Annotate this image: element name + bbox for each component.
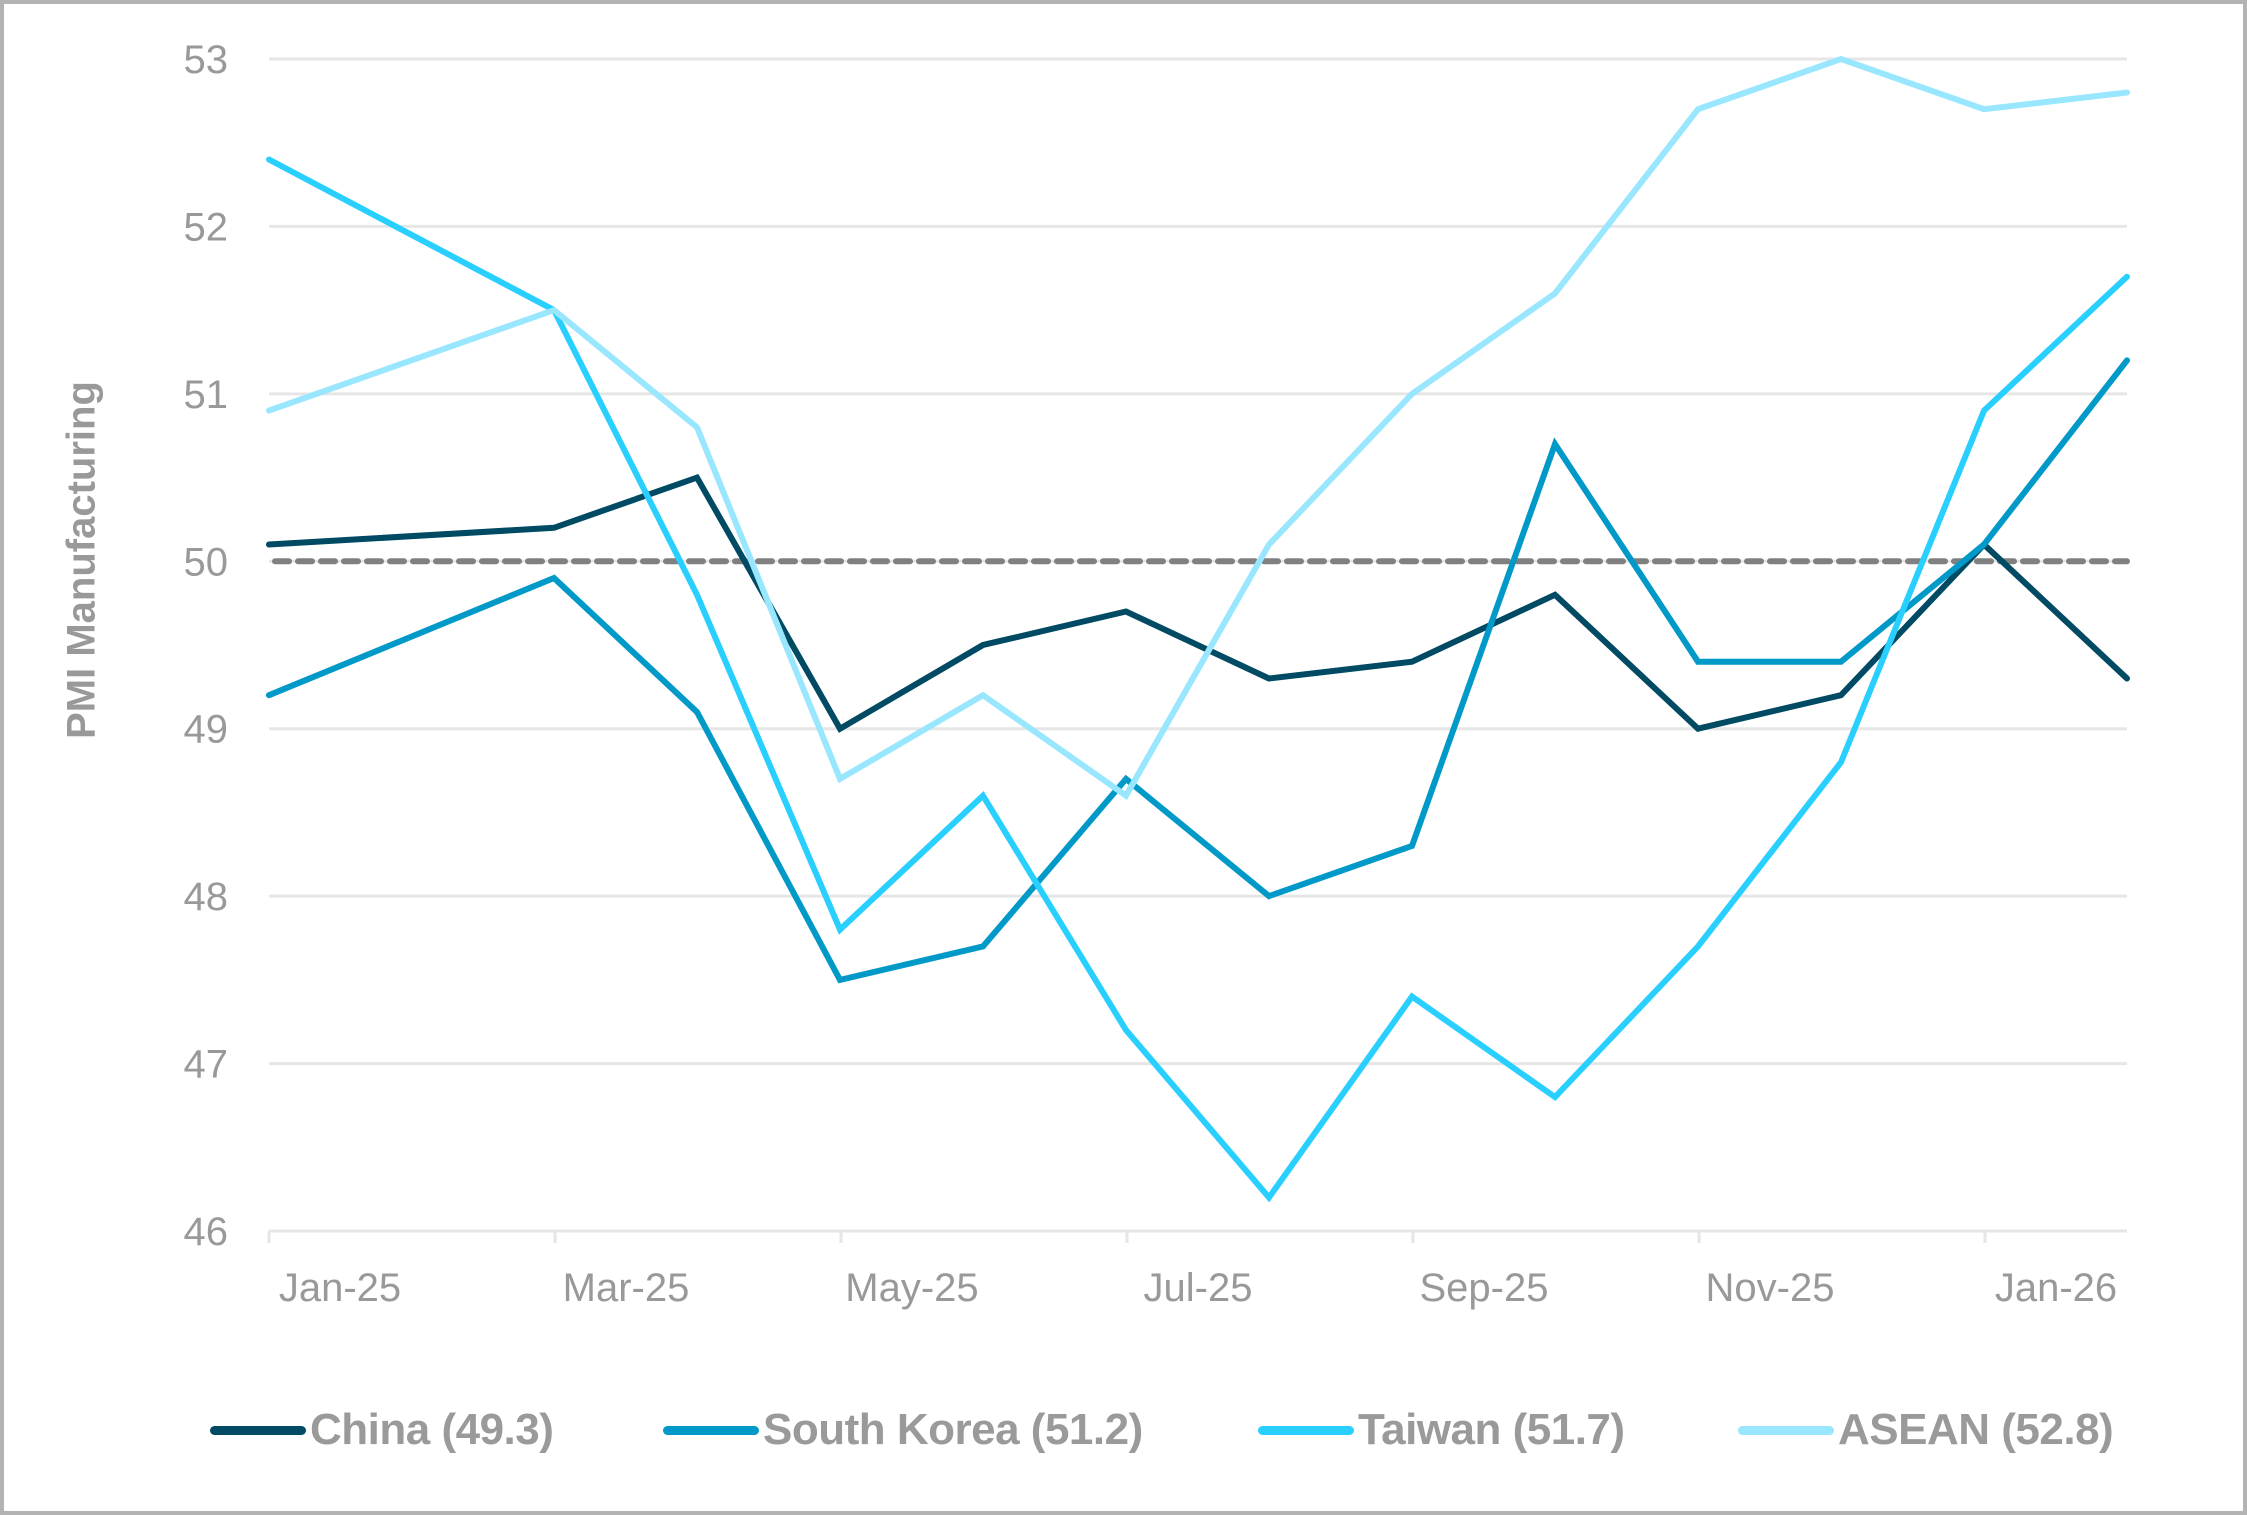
y-tick-label: 53 [184, 38, 229, 82]
legend-label-south-korea: South Korea (51.2) [763, 1405, 1143, 1454]
legend-label-asean: ASEAN (52.8) [1838, 1405, 2114, 1454]
legend: China (49.3) South Korea (51.2) Taiwan (… [0, 1400, 2247, 1460]
y-tick-label: 47 [184, 1043, 229, 1087]
x-axis: Jan-25 Mar-25 May-25 Jul-25 Sep-25 Nov-25 Jan-… [267, 1231, 2117, 1310]
legend-label-china: China (49.3) [310, 1405, 554, 1454]
y-tick-label: 52 [184, 205, 229, 249]
x-tick-label: Mar-25 [563, 1266, 690, 1310]
series-line [266, 473, 2130, 733]
series-line [266, 156, 2130, 1203]
legend-swatch-china [210, 1425, 306, 1435]
y-axis-ticks: 46 47 48 49 50 51 52 53 [184, 38, 229, 1254]
y-tick-label: 48 [184, 875, 229, 919]
x-tick-label: Jul-25 [1144, 1266, 1253, 1310]
x-tick-label: Nov-25 [1706, 1266, 1835, 1310]
series-line [266, 55, 2130, 801]
legend-item-china[interactable]: China (49.3) [210, 1400, 554, 1460]
series-line [266, 357, 2130, 984]
y-tick-label: 46 [184, 1210, 229, 1254]
legend-item-taiwan[interactable]: Taiwan (51.7) [1258, 1400, 1625, 1460]
series-lines [266, 55, 2130, 1203]
y-tick-label: 50 [184, 540, 229, 584]
y-tick-label: 51 [184, 373, 229, 417]
x-tick-label: Sep-25 [1420, 1266, 1549, 1310]
y-tick-label: 49 [184, 708, 229, 752]
legend-swatch-asean [1738, 1425, 1834, 1435]
legend-item-asean[interactable]: ASEAN (52.8) [1738, 1400, 2114, 1460]
x-tick-label: Jan-25 [279, 1266, 401, 1310]
y-axis-title-text: PMI Manufacturing [59, 381, 104, 739]
legend-label-taiwan: Taiwan (51.7) [1358, 1405, 1625, 1454]
legend-swatch-taiwan [1258, 1425, 1354, 1435]
x-tick-label: Jan-26 [1995, 1266, 2117, 1310]
x-tick-label: May-25 [845, 1266, 978, 1310]
legend-swatch-south-korea [663, 1425, 759, 1435]
legend-item-south-korea[interactable]: South Korea (51.2) [663, 1400, 1143, 1460]
